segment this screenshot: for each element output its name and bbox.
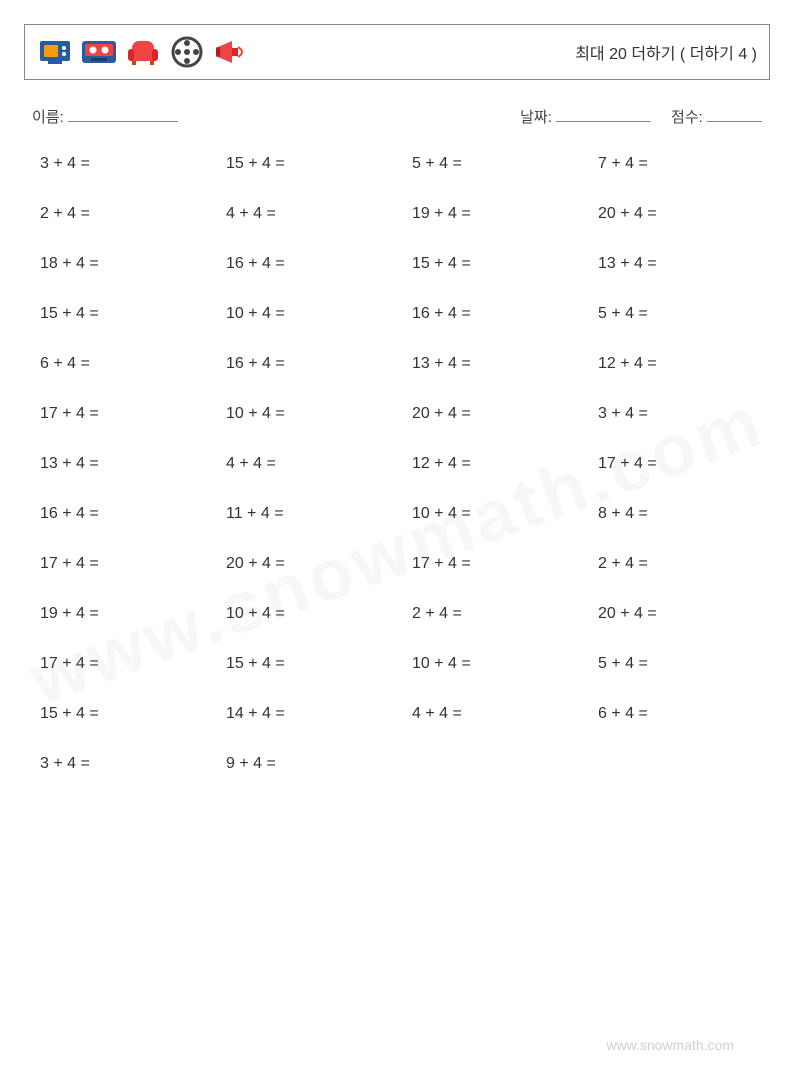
cassette-icon	[81, 34, 117, 70]
problem-item: 20 + 4 =	[598, 605, 774, 623]
problem-item: 20 + 4 =	[412, 405, 588, 423]
info-row: 이름: 날짜: 점수:	[32, 106, 762, 127]
problem-item: 15 + 4 =	[40, 305, 216, 323]
problem-item: 16 + 4 =	[412, 305, 588, 323]
problem-item: 3 + 4 =	[598, 405, 774, 423]
problem-item: 4 + 4 =	[412, 705, 588, 723]
megaphone-icon	[213, 34, 249, 70]
problem-item: 16 + 4 =	[226, 255, 402, 273]
problem-item: 10 + 4 =	[226, 605, 402, 623]
problem-item: 13 + 4 =	[40, 455, 216, 473]
problem-item: 16 + 4 =	[226, 355, 402, 373]
problem-item: 7 + 4 =	[598, 155, 774, 173]
problem-item: 17 + 4 =	[598, 455, 774, 473]
score-field: 점수:	[671, 106, 762, 127]
footer-link: www.snowmath.com	[606, 1037, 734, 1053]
name-field: 이름:	[32, 106, 178, 127]
score-underline[interactable]	[707, 108, 762, 122]
header-icons-row	[37, 34, 249, 70]
date-underline[interactable]	[556, 108, 651, 122]
problem-item: 3 + 4 =	[40, 755, 216, 773]
problem-item: 17 + 4 =	[40, 405, 216, 423]
problem-item: 17 + 4 =	[40, 655, 216, 673]
problem-item: 6 + 4 =	[40, 355, 216, 373]
problem-item: 13 + 4 =	[598, 255, 774, 273]
problem-item: 12 + 4 =	[412, 455, 588, 473]
problem-item: 5 + 4 =	[412, 155, 588, 173]
problem-item: 4 + 4 =	[226, 455, 402, 473]
problem-item: 4 + 4 =	[226, 205, 402, 223]
problem-item: 12 + 4 =	[598, 355, 774, 373]
problem-item: 13 + 4 =	[412, 355, 588, 373]
problem-item: 2 + 4 =	[598, 555, 774, 573]
problems-grid: 3 + 4 = 15 + 4 = 5 + 4 = 7 + 4 = 2 + 4 = 4 + …	[40, 155, 774, 773]
problem-item: 17 + 4 =	[40, 555, 216, 573]
problem-item: 10 + 4 =	[226, 405, 402, 423]
problem-item: 19 + 4 =	[40, 605, 216, 623]
problem-item: 2 + 4 =	[40, 205, 216, 223]
tv-icon	[37, 34, 73, 70]
problem-item: 16 + 4 =	[40, 505, 216, 523]
sofa-icon	[125, 34, 161, 70]
problem-item: 10 + 4 =	[412, 655, 588, 673]
problem-item: 20 + 4 =	[226, 555, 402, 573]
problem-item: 10 + 4 =	[226, 305, 402, 323]
name-label: 이름:	[32, 109, 64, 126]
header-box: 최대 20 더하기 ( 더하기 4 )	[24, 24, 770, 80]
problem-item: 5 + 4 =	[598, 655, 774, 673]
problem-item: 15 + 4 =	[226, 155, 402, 173]
film-reel-icon	[169, 34, 205, 70]
name-underline[interactable]	[68, 108, 178, 122]
date-field: 날짜:	[520, 106, 651, 127]
problem-item: 9 + 4 =	[226, 755, 402, 773]
problem-item: 19 + 4 =	[412, 205, 588, 223]
problem-item: 5 + 4 =	[598, 305, 774, 323]
problem-item: 20 + 4 =	[598, 205, 774, 223]
problem-item: 2 + 4 =	[412, 605, 588, 623]
problem-item: 15 + 4 =	[40, 705, 216, 723]
problem-item: 15 + 4 =	[412, 255, 588, 273]
problem-item: 11 + 4 =	[226, 505, 402, 523]
score-label: 점수:	[671, 109, 703, 126]
date-label: 날짜:	[520, 109, 552, 126]
worksheet-title: 최대 20 더하기 ( 더하기 4 )	[575, 40, 757, 64]
problem-item: 18 + 4 =	[40, 255, 216, 273]
problem-item: 8 + 4 =	[598, 505, 774, 523]
problem-item: 17 + 4 =	[412, 555, 588, 573]
problem-item: 15 + 4 =	[226, 655, 402, 673]
problem-item: 10 + 4 =	[412, 505, 588, 523]
problem-item: 14 + 4 =	[226, 705, 402, 723]
info-right: 날짜: 점수:	[520, 106, 762, 127]
problem-item: 6 + 4 =	[598, 705, 774, 723]
problem-item: 3 + 4 =	[40, 155, 216, 173]
